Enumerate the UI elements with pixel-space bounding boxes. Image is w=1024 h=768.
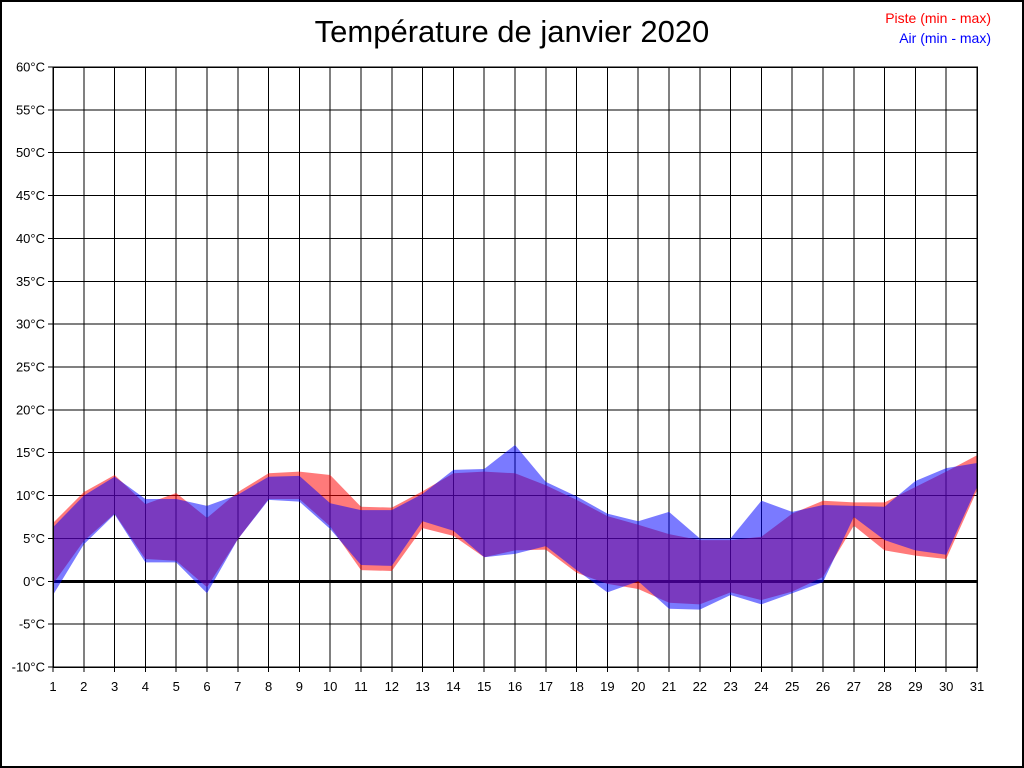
y-tick-label: 0°C bbox=[23, 574, 45, 589]
x-tick-label: 13 bbox=[415, 679, 429, 694]
x-tick-label: 12 bbox=[385, 679, 399, 694]
x-tick-label: 16 bbox=[508, 679, 522, 694]
x-tick-label: 25 bbox=[785, 679, 799, 694]
x-tick-label: 11 bbox=[354, 679, 368, 694]
x-tick-label: 26 bbox=[816, 679, 830, 694]
y-tick-label: 20°C bbox=[16, 402, 45, 417]
y-tick-label: 40°C bbox=[16, 231, 45, 246]
chart-title: Température de janvier 2020 bbox=[314, 14, 710, 49]
x-tick-label: 3 bbox=[111, 679, 118, 694]
y-tick-label: 45°C bbox=[16, 188, 45, 203]
x-tick-label: 14 bbox=[446, 679, 460, 694]
x-tick-label: 10 bbox=[323, 679, 337, 694]
y-tick-label: -5°C bbox=[19, 617, 45, 632]
x-tick-label: 9 bbox=[296, 679, 303, 694]
y-tick-label: 55°C bbox=[16, 102, 45, 117]
x-tick-label: 31 bbox=[970, 679, 984, 694]
x-tick-label: 27 bbox=[847, 679, 861, 694]
x-tick-label: 1 bbox=[49, 679, 56, 694]
x-tick-label: 29 bbox=[908, 679, 922, 694]
y-tick-label: 25°C bbox=[16, 360, 45, 375]
air-band bbox=[53, 445, 977, 610]
legend: Piste (min - max) Air (min - max) bbox=[885, 8, 991, 48]
y-tick-label: 35°C bbox=[16, 274, 45, 289]
x-tick-label: 28 bbox=[877, 679, 891, 694]
x-tick-label: 30 bbox=[939, 679, 953, 694]
y-tick-label: 5°C bbox=[23, 531, 45, 546]
x-tick-label: 6 bbox=[203, 679, 210, 694]
x-tick-label: 5 bbox=[173, 679, 180, 694]
x-tick-label: 22 bbox=[693, 679, 707, 694]
legend-item-air: Air (min - max) bbox=[899, 30, 991, 46]
y-tick-label: 10°C bbox=[16, 488, 45, 503]
y-tick-label: 30°C bbox=[16, 317, 45, 332]
x-tick-label: 24 bbox=[754, 679, 768, 694]
x-tick-label: 23 bbox=[723, 679, 737, 694]
y-tick-label: 15°C bbox=[16, 445, 45, 460]
x-tick-label: 15 bbox=[477, 679, 491, 694]
x-tick-label: 19 bbox=[600, 679, 614, 694]
x-tick-label: 20 bbox=[631, 679, 645, 694]
x-tick-label: 7 bbox=[234, 679, 241, 694]
legend-item-piste: Piste (min - max) bbox=[885, 10, 991, 26]
x-tick-label: 18 bbox=[569, 679, 583, 694]
y-tick-label: -10°C bbox=[12, 660, 45, 675]
x-tick-label: 2 bbox=[80, 679, 87, 694]
y-tick-label: 50°C bbox=[16, 145, 45, 160]
x-tick-label: 8 bbox=[265, 679, 272, 694]
x-tick-label: 21 bbox=[662, 679, 676, 694]
x-tick-label: 4 bbox=[142, 679, 149, 694]
x-tick-label: 17 bbox=[539, 679, 553, 694]
y-tick-label: 60°C bbox=[16, 60, 45, 75]
